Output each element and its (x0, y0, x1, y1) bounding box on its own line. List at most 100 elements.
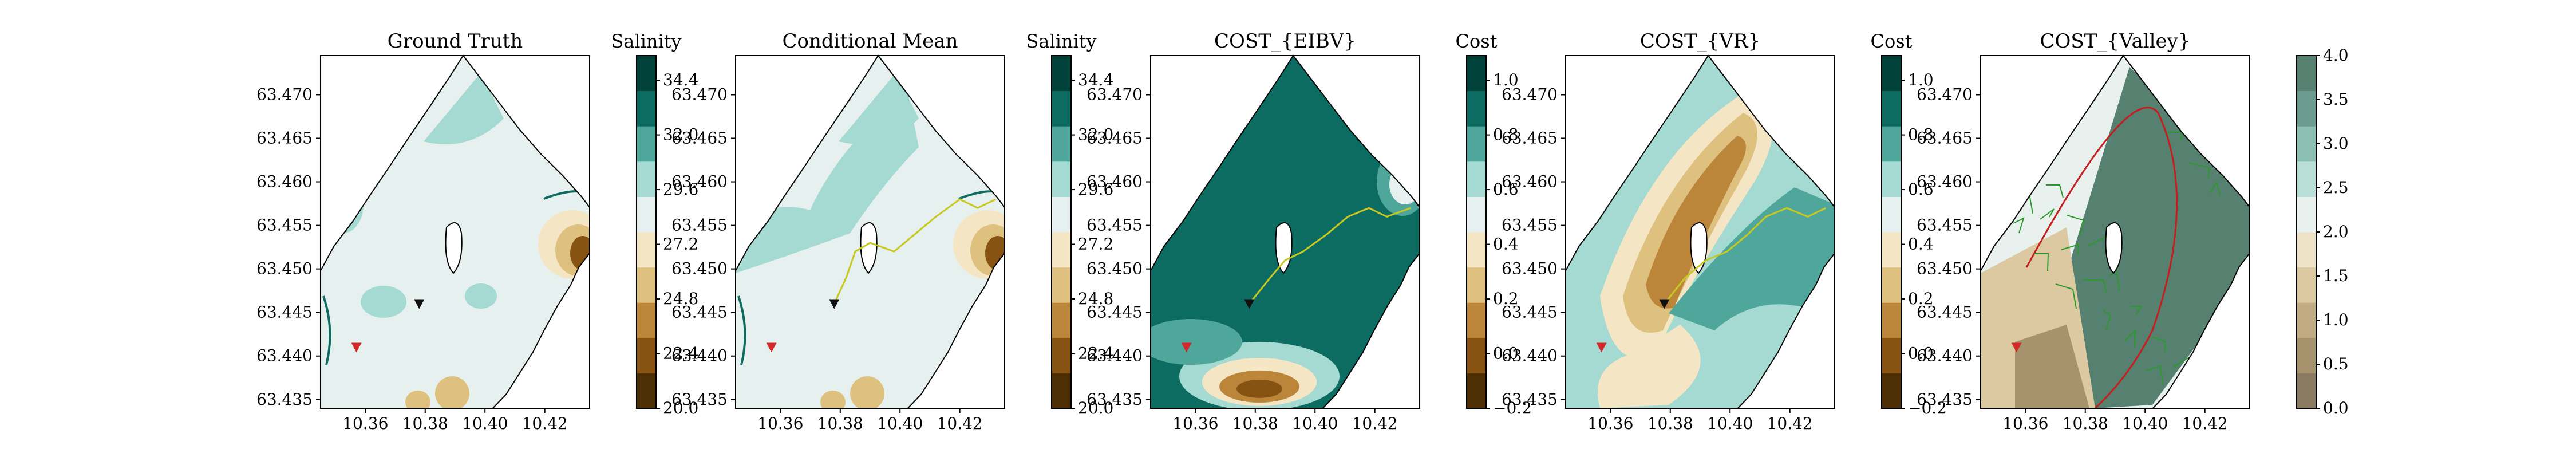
salinity-blob (361, 286, 406, 318)
colorbar-swatch (1052, 90, 1071, 127)
plume (570, 236, 590, 270)
colorbar-swatch (637, 126, 656, 162)
colorbar-swatch (1467, 373, 1486, 409)
cost-region (1669, 187, 1835, 330)
x-tick-label: 10.36 (1587, 414, 1633, 433)
y-tick-label: 63.435 (1086, 390, 1143, 409)
colorbar-swatch (1467, 161, 1486, 197)
y-tick-label: 63.435 (1502, 390, 1558, 409)
panel-3: COST_{EIBV} 10.36 10.38 10.40 10.42 63.435 63.… (1086, 30, 1532, 433)
colorbar-swatch (1052, 267, 1071, 303)
colorbar-swatch (1882, 337, 1901, 373)
tree-edge (2124, 329, 2136, 348)
colorbar-swatch (1052, 232, 1071, 268)
x-tick-label: 10.42 (1767, 414, 1813, 433)
y-tick-label: 63.440 (671, 346, 728, 365)
colorbar-frame (636, 55, 657, 409)
colorbar-swatch (2297, 161, 2316, 197)
y-tick-label: 63.440 (1086, 346, 1143, 365)
colorbar-swatch (2297, 126, 2316, 162)
tree-edge (2013, 217, 2025, 234)
x-tick-label: 10.36 (342, 414, 388, 433)
y-tick-label: 63.445 (1502, 303, 1558, 322)
colorbar-tick-label: 0.8 (1908, 125, 1934, 144)
vehicle-path (833, 198, 996, 305)
colorbar-swatch (637, 267, 656, 303)
y-tick-label: 63.440 (1917, 346, 1973, 365)
cost-region (1646, 136, 1746, 309)
panel-title: COST_{EIBV} (1214, 30, 1356, 53)
colorbar-swatch (1882, 90, 1901, 127)
colorbar-swatch (2297, 267, 2316, 303)
x-tick-label: 10.40 (2122, 414, 2168, 433)
marker (2011, 342, 2022, 353)
plume (820, 391, 846, 408)
colorbar-swatch (2297, 232, 2316, 268)
colorbar-swatch (1882, 373, 1901, 409)
y-tick-label: 63.450 (1502, 259, 1558, 278)
marker (1659, 299, 1670, 309)
y-tick-label: 63.455 (671, 216, 728, 235)
colorbar-tick-label: 0.5 (2323, 354, 2349, 373)
colorbar-swatch (2297, 373, 2316, 409)
colorbar-tick-label: −0.2 (1493, 399, 1532, 417)
tree-edge (2034, 253, 2049, 271)
marker (1596, 342, 1607, 353)
colorbar-frame (1051, 55, 1072, 409)
y-tick-label: 63.445 (256, 303, 313, 322)
colorbar-tick-label: 32.0 (1078, 125, 1113, 144)
colorbar-swatch (1882, 126, 1901, 162)
red-boundary (2025, 107, 2178, 408)
panel-title: COST_{Valley} (2040, 30, 2191, 53)
x-tick-label: 10.42 (1352, 414, 1398, 433)
colorbar-frame (1881, 55, 1902, 409)
colorbar-tick-label: 0.2 (1908, 289, 1934, 308)
colorbar-swatch (1882, 232, 1901, 268)
tree-edge (2188, 162, 2210, 179)
colorbar-swatch (1467, 56, 1486, 92)
colorbar-tick-label: 29.6 (663, 180, 698, 199)
colorbar-tick-label: 24.8 (663, 289, 698, 308)
salinity-blob (465, 283, 497, 309)
colorbar-swatch (1467, 90, 1486, 127)
plume (405, 391, 430, 408)
colorbar-swatch (1467, 232, 1486, 268)
plume (435, 376, 469, 408)
y-tick-label: 63.460 (1086, 172, 1143, 191)
colorbar-tick-label: −0.2 (1908, 399, 1947, 417)
y-tick-label: 63.450 (256, 259, 313, 278)
y-tick-label: 63.460 (1502, 172, 1558, 191)
high-salinity-region-2 (736, 90, 919, 273)
colorbar-swatch (1052, 161, 1071, 197)
domain-outline (1980, 54, 2250, 409)
colorbar-swatch (1882, 196, 1901, 233)
colorbar-swatch (1882, 161, 1901, 197)
colorbar-swatch (2297, 302, 2316, 338)
island (445, 222, 463, 274)
field (321, 56, 590, 408)
cost-region (1389, 164, 1420, 204)
cost-region (1598, 325, 1701, 408)
x-tick-label: 10.42 (522, 414, 568, 433)
colorbar-tick-label: 1.0 (2323, 310, 2349, 329)
x-tick-label: 10.36 (2002, 414, 2048, 433)
y-tick-label: 63.450 (1917, 259, 1973, 278)
y-tick-label: 63.470 (1917, 85, 1973, 104)
colorbar-frame (1466, 55, 1487, 409)
y-tick-label: 63.445 (1917, 303, 1973, 322)
colorbar-tick-label: 27.2 (663, 235, 698, 254)
domain-outline (1150, 54, 1420, 409)
y-tick-label: 63.455 (256, 216, 313, 235)
cost-region (1377, 147, 1420, 216)
colorbar-swatch (1467, 337, 1486, 373)
colorbar-swatch (1467, 302, 1486, 338)
colorbar-tick-label: 0.6 (1493, 180, 1519, 199)
colorbar-tick-label: 1.0 (1908, 70, 1934, 89)
colorbar-swatch (1882, 267, 1901, 303)
colorbar-tick-label: 0.6 (1908, 180, 1934, 199)
cost-region (1151, 319, 1242, 365)
x-tick-label: 10.38 (402, 414, 448, 433)
colorbar-tick-label: 0.0 (2323, 399, 2349, 417)
x-tick-label: 10.40 (1292, 414, 1338, 433)
